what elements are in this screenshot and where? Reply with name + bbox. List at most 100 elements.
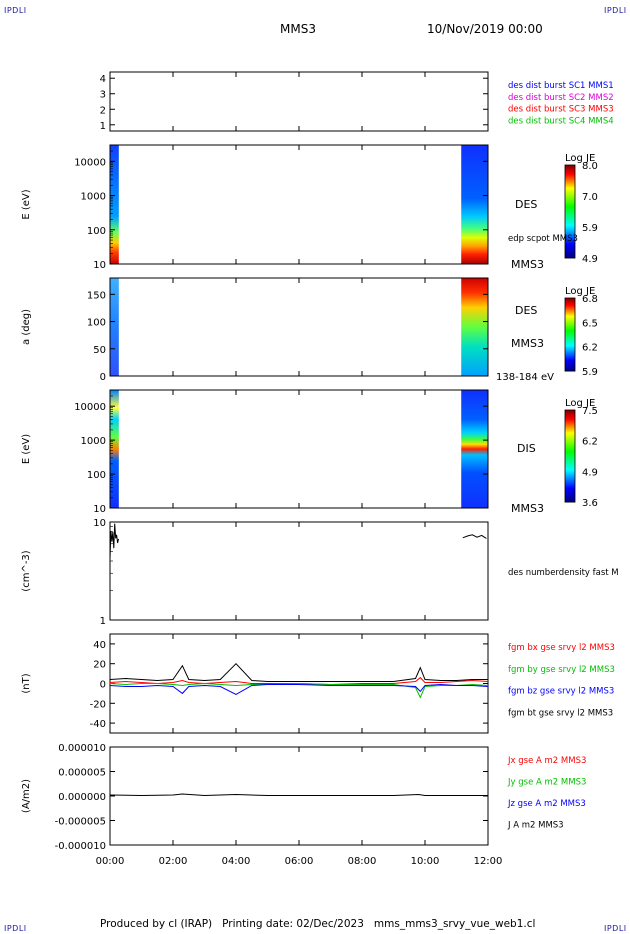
colorbar-title: Log JE xyxy=(565,286,595,297)
y-tick-label: 10000 xyxy=(74,402,106,413)
legend-entry: fgm bt gse srvy l2 MMS3 xyxy=(508,708,613,718)
panel-frame xyxy=(109,277,489,377)
panel-label: MMS3 xyxy=(511,337,544,350)
colorbar-tick-label: 4.9 xyxy=(582,467,598,478)
spectrogram-block xyxy=(110,390,119,508)
corner-label-top-right: IPDLI xyxy=(604,6,627,15)
series-line xyxy=(109,683,489,695)
series-line xyxy=(109,523,119,559)
y-tick-label: 1000 xyxy=(81,192,106,203)
y-tick-label: 2 xyxy=(100,105,106,116)
series-line xyxy=(109,662,488,682)
spectrogram-block xyxy=(110,145,119,264)
panel-current-density: -0.000010 -0.000005 0.000000 0.000005 0.0000… xyxy=(21,743,586,852)
y-tick-label: 0 xyxy=(100,680,106,691)
corner-label-bottom-right: IPDLI xyxy=(604,924,627,933)
x-tick-label: 02:00 xyxy=(159,856,188,867)
colorbar-tick-label: 6.2 xyxy=(582,437,598,448)
x-tick-label: 08:00 xyxy=(348,856,377,867)
panel-coverage: 1 2 3 4 des dist burst SC1 MMS1 des dist burs… xyxy=(100,71,614,132)
y-tick-label: -20 xyxy=(90,699,106,710)
series-line xyxy=(462,534,487,539)
y-tick-label: 100 xyxy=(87,470,106,481)
y-axis-label: (nT) xyxy=(21,673,32,693)
x-tick-label: 00:00 xyxy=(96,856,125,867)
y-axis-label: E (eV) xyxy=(21,189,32,219)
panel-magnetic-field: -40 -20 0 20 40 (nT) fgm bx gse srvy l2 MMS3 fg… xyxy=(21,633,615,734)
colorbar-tick-label: 8.0 xyxy=(582,161,598,172)
spectrogram-block xyxy=(110,278,119,376)
y-tick-label: 0.000005 xyxy=(58,768,106,779)
panel-dis-energy: Log JE7.5 6.2 4.9 3.6 10 100 1000 10000 E (eV) DI… xyxy=(21,389,598,515)
series-line xyxy=(109,793,488,797)
y-tick-label: 0.000010 xyxy=(58,743,106,754)
x-tick-label: 04:00 xyxy=(222,856,251,867)
legend-entry: des dist burst SC3 MMS3 xyxy=(508,105,614,115)
footer-credits: Produced by cl (IRAP) Printing date: 02/… xyxy=(100,918,536,930)
y-tick-label: 0 xyxy=(100,372,106,383)
colorbar-tick-label: 6.5 xyxy=(582,318,598,329)
colorbar xyxy=(564,164,576,259)
y-axis-label: a (deg) xyxy=(21,309,32,345)
panel-label: edp scpot MMS3 xyxy=(508,234,578,244)
panel-des-pitch: Log JE6.8 6.5 6.2 5.9 0 50 100 150 a (deg) DES MMS… xyxy=(21,277,598,383)
y-tick-label: 1 xyxy=(100,121,106,132)
y-tick-label: 0.000000 xyxy=(58,792,106,803)
panel-label: 138-184 eV xyxy=(496,372,554,383)
legend-entry: des dist burst SC2 MMS2 xyxy=(508,93,614,103)
x-tick-label: 12:00 xyxy=(474,856,503,867)
colorbar-tick-label: 4.9 xyxy=(582,254,598,265)
colorbar-title: Log JE xyxy=(565,398,595,409)
panel-frame xyxy=(109,521,489,621)
y-tick-label: 1 xyxy=(100,616,106,627)
x-tick-label: 06:00 xyxy=(285,856,314,867)
colorbar xyxy=(564,409,576,503)
spectrogram-block xyxy=(461,278,488,376)
y-tick-label: 4 xyxy=(100,74,106,85)
y-tick-label: 100 xyxy=(87,318,106,329)
panel-label: DES xyxy=(515,304,537,317)
legend-entry: Jy gse A m2 MMS3 xyxy=(507,778,586,788)
colorbar-tick-label: 7.0 xyxy=(582,192,598,203)
colorbar-tick-label: 6.8 xyxy=(582,294,598,305)
y-axis-label: (cm^-3) xyxy=(21,550,32,591)
colorbar-tick-label: 6.2 xyxy=(582,343,598,354)
stacked-plot-area: 1 2 3 4 des dist burst SC1 MMS1 des dist burs… xyxy=(21,71,619,867)
y-tick-label: 20 xyxy=(93,660,106,671)
legend-entry: des numberdensity fast M xyxy=(508,568,619,578)
y-tick-label: 150 xyxy=(87,290,106,301)
y-tick-label: -0.000010 xyxy=(55,841,106,852)
y-tick-label: -0.000005 xyxy=(55,817,106,828)
legend-entry: fgm by gse srvy l2 MMS3 xyxy=(508,665,615,675)
y-tick-label: 50 xyxy=(93,345,106,356)
colorbar-tick-label: 5.9 xyxy=(582,223,598,234)
datetime-title: 10/Nov/2019 00:00 xyxy=(427,22,543,36)
y-tick-label: 40 xyxy=(93,640,106,651)
panel-density: 1 10 (cm^-3) des numberdensity fast M xyxy=(21,518,619,627)
panel-frame xyxy=(109,144,489,265)
panel-label: MMS3 xyxy=(511,502,544,515)
panel-frame xyxy=(109,389,489,509)
colorbar-title: Log JE xyxy=(565,153,595,164)
colorbar-tick-label: 5.9 xyxy=(582,367,598,378)
spacecraft-title: MMS3 xyxy=(280,22,316,36)
legend-entry: des dist burst SC1 MMS1 xyxy=(508,81,614,91)
y-tick-label: 10 xyxy=(93,518,106,529)
spectrogram-block xyxy=(461,145,488,264)
y-tick-label: 100 xyxy=(87,226,106,237)
legend-entry: fgm bz gse srvy l2 MMS3 xyxy=(508,687,614,697)
corner-label-top-left: IPDLI xyxy=(4,6,27,15)
legend-entry: J A m2 MMS3 xyxy=(507,821,564,831)
x-tick-label: 10:00 xyxy=(411,856,440,867)
y-tick-label: 10000 xyxy=(74,157,106,168)
y-axis-label: (A/m2) xyxy=(21,779,32,813)
panel-label: DIS xyxy=(517,442,536,455)
legend-entry: des dist burst SC4 MMS4 xyxy=(508,116,614,126)
y-axis-label: E (eV) xyxy=(21,434,32,464)
colorbar-tick-label: 3.6 xyxy=(582,498,598,509)
legend-entry: Jx gse A m2 MMS3 xyxy=(507,756,586,766)
y-tick-label: 3 xyxy=(100,90,106,101)
y-tick-label: -40 xyxy=(90,719,106,730)
panel-des-energy: Log JE8.0 7.0 5.9 4.9 10 100 1000 10000 E (eV) DE… xyxy=(21,144,598,271)
y-tick-label: 10 xyxy=(93,504,106,515)
